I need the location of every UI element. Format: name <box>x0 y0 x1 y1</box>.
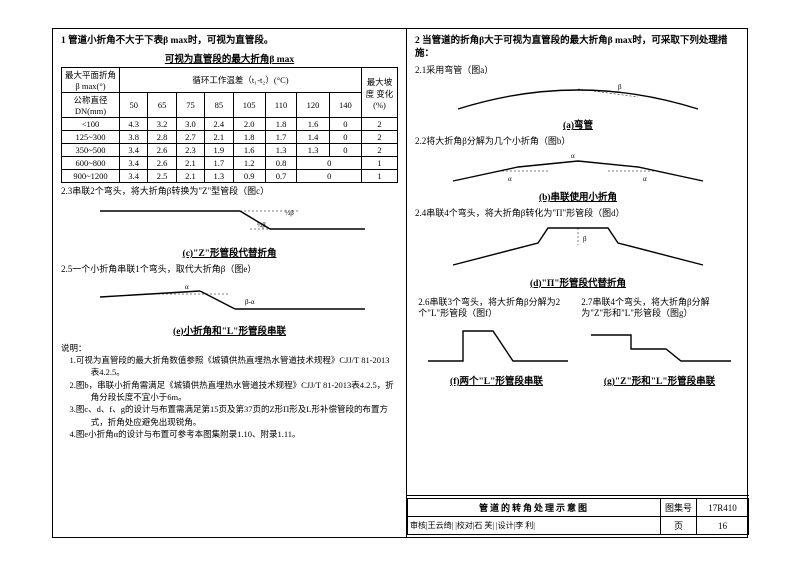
text-2-7: 2.7串联4个弯头，将大折角β分解为"Z"形和"L"形管段（图g） <box>581 297 737 320</box>
text-2-3: 2.3串联2个弯头，将大折角β转换为"Z"型管段（图c） <box>61 186 398 198</box>
text-2-2: 2.2将大折角β分解为几个小折角（图b） <box>415 136 741 148</box>
svg-text:α: α <box>643 175 647 183</box>
title-block: 管道的转角处理示意图 图集号 17R410 审核|王云绮| |校对|石 芙| |… <box>407 495 749 537</box>
th-beta: 最大平面折角 β max(°) <box>62 68 120 93</box>
svg-text:α: α <box>185 283 189 291</box>
note-2: 2.图b，串联小折角需满足《城镇供热直埋热水管道技术规程》CJJ/T 81-20… <box>61 379 398 404</box>
svg-text:β-α: β-α <box>245 298 255 306</box>
heading-2: 2 当管道的折角β大于可视为直管段的最大折角β max时，可采取下列处理措施： <box>415 35 741 62</box>
text-2-1: 2.1采用弯管（图a） <box>415 65 741 77</box>
svg-text:β: β <box>618 83 622 91</box>
caption-c: (c)"Z"形管段代替折角 <box>61 245 398 259</box>
figure-d: β <box>438 223 718 273</box>
figure-c: ½β ½β <box>90 201 370 243</box>
caption-b: (b)串联使用小折角 <box>415 189 741 203</box>
beta-max-table: 最大平面折角 β max(°) 循环工作温差（t₁-t₂）(°C) 最大坡度 变… <box>61 67 398 183</box>
drawing-frame: 1 管道小折角不大于下表β max时，可视为直管段。 可视为直管段的最大折角β … <box>52 28 748 538</box>
th-slope: 最大坡度 变化(%) <box>362 68 398 118</box>
caption-a: (a)弯管 <box>415 117 741 131</box>
text-2-4: 2.4串联4个弯头，将大折角β转化为"Π"形管段（图d） <box>415 208 741 220</box>
figure-g: (g)"Z"形和"L"形管段串联 <box>581 323 737 392</box>
right-column: 2 当管道的折角β大于可视为直管段的最大折角β max时，可采取下列处理措施： … <box>407 29 749 537</box>
th-temp: 循环工作温差（t₁-t₂）(°C) <box>120 68 362 93</box>
caption-f: (f)两个"L"形管段串联 <box>418 373 574 387</box>
figure-b: α α α <box>438 151 718 187</box>
text-2-6: 2.6串联3个弯头，将大折角β分解为2个"L"形管段（图f） <box>418 297 574 320</box>
svg-text:½β: ½β <box>257 221 266 229</box>
figure-a: β <box>438 79 718 115</box>
note-1: 1.可视为直管段的最大折角数值参照《城镇供热直埋热水管道技术规程》CJJ/T 8… <box>61 354 398 379</box>
notes-block: 说明： 1.可视为直管段的最大折角数值参照《城镇供热直埋热水管道技术规程》CJJ… <box>61 342 398 441</box>
caption-g: (g)"Z"形和"L"形管段串联 <box>581 373 737 387</box>
table-row: 125~3003.82.82.72.11.81.71.402 <box>62 131 398 144</box>
figures-fg-row: (f)两个"L"形管段串联 (g)"Z"形和"L"形管段串联 <box>415 323 741 392</box>
set-number: 17R410 <box>697 499 749 517</box>
drawing-title: 管道的转角处理示意图 <box>408 499 661 517</box>
heading-1: 1 管道小折角不大于下表β max时，可视为直管段。 <box>61 35 398 48</box>
th-dn: 公称直径 DN(mm) <box>62 93 120 118</box>
signature-row: 审核|王云绮| |校对|石 芙| |设计|李 利| <box>408 517 661 535</box>
svg-text:β: β <box>583 235 587 243</box>
note-3: 3.图c、d、f、g的设计与布置需满足第15页及第37页的Z形Π形及L形补偿管段… <box>61 403 398 428</box>
left-column: 1 管道小折角不大于下表β max时，可视为直管段。 可视为直管段的最大折角β … <box>53 29 407 537</box>
table-row: 350~5003.42.62.31.91.61.31.302 <box>62 144 398 157</box>
svg-text:½β: ½β <box>285 209 294 217</box>
svg-text:α: α <box>571 152 575 160</box>
figure-e: α β-α <box>90 279 370 321</box>
caption-d: (d)"Π"形管段代替折角 <box>415 275 741 289</box>
figure-f: (f)两个"L"形管段串联 <box>418 323 574 392</box>
page-label: 页 <box>661 517 697 535</box>
svg-text:α: α <box>508 175 512 183</box>
table-row: 900~12003.42.52.11.30.90.701 <box>62 170 398 183</box>
table-title: 可视为直管段的最大折角β max <box>61 51 398 65</box>
set-label: 图集号 <box>661 499 697 517</box>
page-number: 16 <box>697 517 749 535</box>
text-26-27-row: 2.6串联3个弯头，将大折角β分解为2个"L"形管段（图f） 2.7串联4个弯头… <box>415 294 741 323</box>
text-2-5: 2.5一个小折角串联1个弯头，取代大折角β（图e） <box>61 264 398 276</box>
caption-e: (e)小折角和"L"形管段串联 <box>61 323 398 337</box>
notes-label: 说明： <box>61 343 87 353</box>
table-row: 600~8003.42.62.11.71.20.801 <box>62 157 398 170</box>
table-row: <1004.33.23.02.42.01.81.602 <box>62 118 398 131</box>
note-4: 4.图e小折角α的设计与布置可参考本图集附录1.10、附录1.11。 <box>61 428 398 440</box>
